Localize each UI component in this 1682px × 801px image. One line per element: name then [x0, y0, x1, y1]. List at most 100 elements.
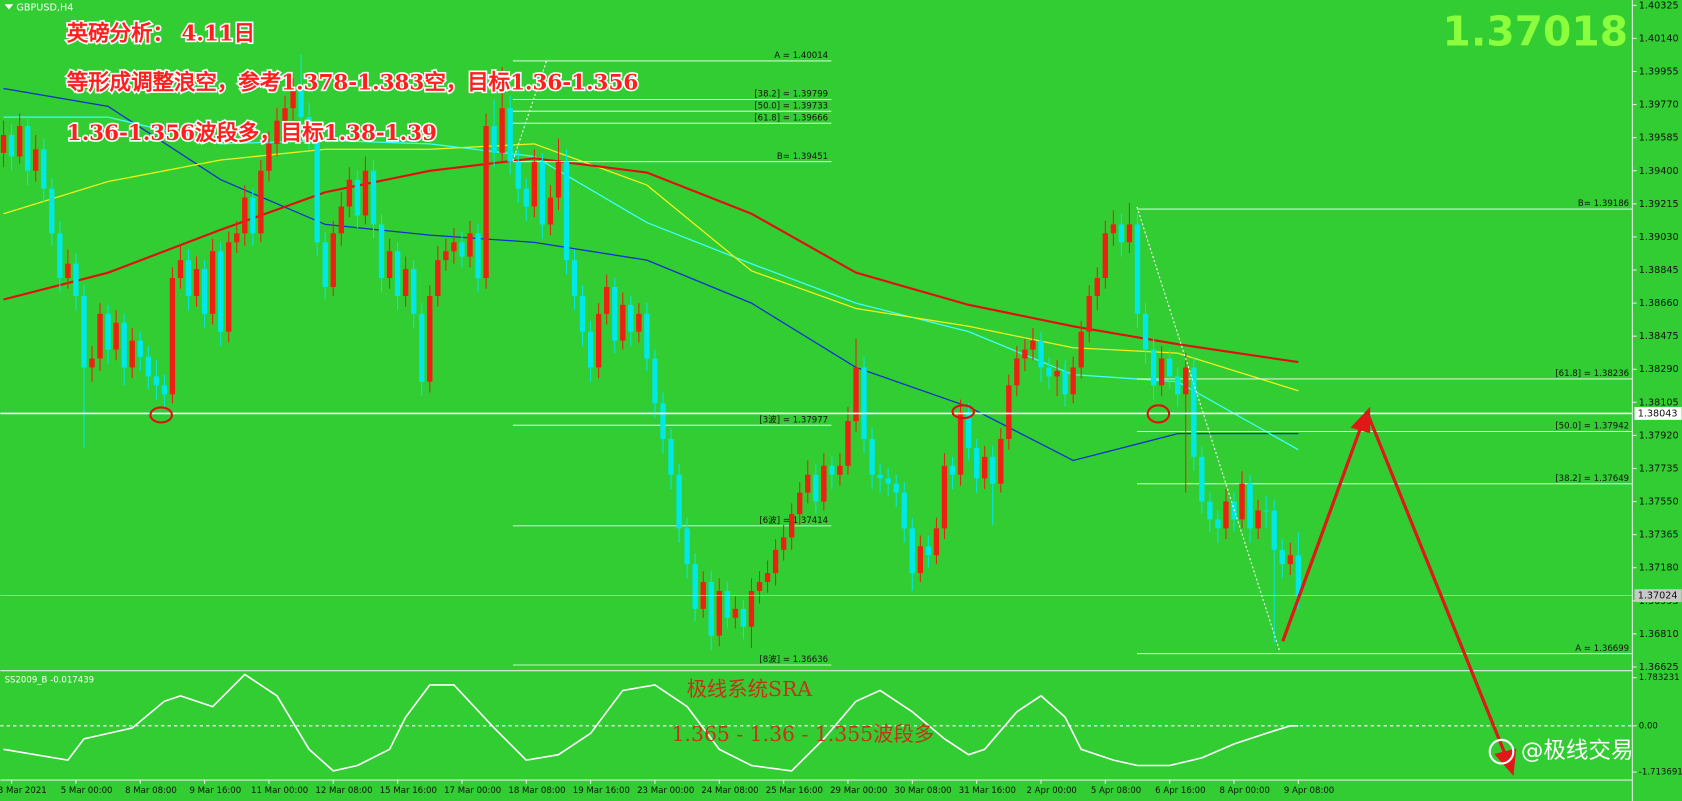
price-label-box [1634, 406, 1682, 420]
candle-body [346, 179, 353, 207]
candle-body [877, 474, 883, 479]
candle-body [129, 340, 135, 368]
price-label-box [1634, 589, 1682, 603]
annotation: 1.36-1.356波段多，目标1.38-1.39 [67, 120, 437, 146]
candle-body [740, 608, 747, 627]
candle-body [1199, 456, 1205, 502]
candle-body [1215, 519, 1221, 529]
candle-body [893, 483, 899, 493]
candle-body [990, 456, 996, 484]
candle-body [805, 474, 811, 493]
candle-body [394, 251, 401, 296]
fib-label: [38.2] = 1.39799 [754, 90, 828, 100]
indicator-tick-label: -1.713691 [1639, 768, 1682, 778]
candle-body [1022, 349, 1028, 359]
candle-body [1142, 313, 1149, 350]
marker-circle [951, 404, 976, 420]
candle-body [636, 313, 642, 332]
candle-body [668, 438, 674, 475]
fib-label: [3波] = 1.37977 [759, 413, 828, 425]
candle-body [209, 251, 216, 314]
candle-body [185, 260, 192, 296]
candle-body [837, 465, 843, 475]
candle-body [523, 188, 529, 207]
candle-body [764, 573, 771, 583]
candle-body [57, 233, 63, 279]
x-tick-label: 29 Mar 00:00 [830, 786, 887, 796]
fib-diagonal [512, 58, 548, 162]
menu-triangle [4, 4, 14, 10]
candle-body [290, 90, 296, 109]
indicator-line [3, 673, 1299, 772]
candle-body [982, 456, 988, 479]
candle-body [49, 188, 55, 234]
candle-body [161, 385, 168, 395]
marker-circle [149, 406, 173, 424]
candle-body [499, 108, 505, 153]
y-tick-label: 1.39585 [1639, 133, 1679, 144]
y-tick-label: 1.37180 [1639, 563, 1679, 574]
candle-body [1078, 331, 1084, 368]
candle-body [1102, 233, 1108, 279]
price-label: 1.37024 [1638, 591, 1678, 602]
candle-body [1175, 376, 1181, 395]
candle-body [941, 465, 948, 529]
candle-body [282, 108, 288, 121]
candle-body [322, 242, 328, 287]
y-tick-label: 1.37365 [1639, 530, 1679, 541]
candle-body [258, 170, 264, 234]
candle-body [97, 313, 103, 359]
candle-body [1134, 224, 1141, 314]
x-tick-label: 5 Apr 08:00 [1091, 786, 1141, 796]
candle-body [692, 564, 698, 609]
fib-label: [61.8] = 1.39666 [754, 113, 828, 123]
candle-body [1223, 501, 1229, 529]
candle-body [756, 582, 763, 591]
moving-average [3, 157, 1299, 364]
candle-body [595, 313, 602, 368]
candle-body [563, 161, 570, 261]
candle-body [234, 233, 240, 243]
candle-body [177, 260, 184, 279]
watermark: @极线交易 [1521, 738, 1634, 764]
candle-body [266, 143, 272, 171]
candle-body [732, 608, 739, 618]
candle-body [620, 304, 626, 341]
y-tick-label: 1.39030 [1639, 232, 1679, 243]
candle-body [821, 465, 827, 502]
candle-body [813, 474, 819, 502]
candle-body [748, 590, 755, 627]
candle-body [1279, 549, 1285, 565]
arrow-down [1367, 415, 1508, 757]
x-tick-label: 15 Mar 16:00 [380, 786, 437, 796]
candle-body [338, 206, 344, 234]
candle-body [201, 269, 208, 314]
candle-body [370, 170, 377, 225]
candle-body [1150, 349, 1157, 386]
x-tick-label: 8 Apr 00:00 [1220, 786, 1270, 796]
candle-body [33, 149, 39, 171]
x-tick-label: 9 Apr 08:00 [1284, 786, 1334, 796]
y-tick-label: 1.38105 [1639, 397, 1679, 408]
x-tick-label: 23 Mar 00:00 [637, 786, 694, 796]
candle-body [1191, 367, 1197, 457]
candle-body [861, 367, 867, 439]
candle-body [604, 286, 610, 314]
candle-body [708, 582, 714, 636]
x-tick-label: 6 Apr 16:00 [1155, 786, 1205, 796]
candle-body [475, 233, 481, 279]
candle-body [435, 260, 441, 296]
x-tick-label: 17 Mar 00:00 [444, 786, 501, 796]
candle-body [24, 126, 31, 171]
moving-average [3, 143, 1299, 392]
candle-body [1271, 510, 1277, 550]
candle-body [314, 135, 320, 243]
indicator-label: SS2009_B -0.017439 [5, 675, 94, 685]
y-tick-label: 1.39770 [1639, 100, 1679, 111]
candle-body [716, 590, 722, 636]
candle-body [1239, 483, 1245, 520]
